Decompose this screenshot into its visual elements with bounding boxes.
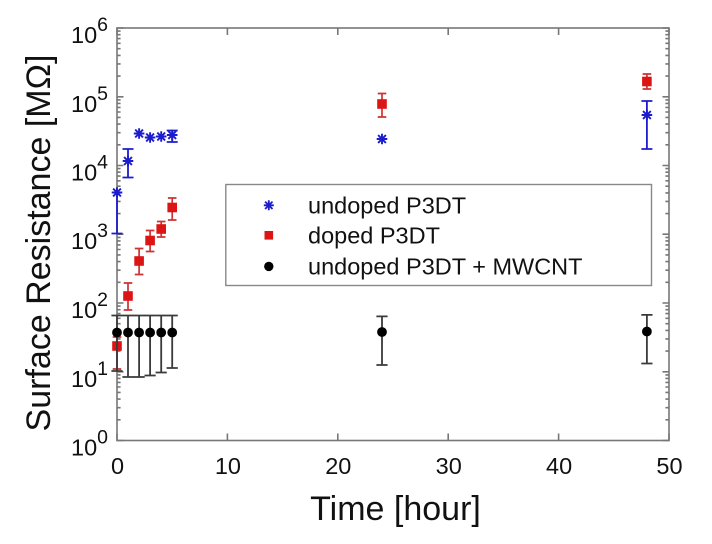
svg-text:50: 50 bbox=[656, 453, 682, 479]
svg-text:undoped P3DT: undoped P3DT bbox=[308, 193, 466, 219]
svg-text:doped P3DT: doped P3DT bbox=[308, 223, 440, 249]
svg-text:20: 20 bbox=[325, 453, 351, 479]
svg-text:30: 30 bbox=[436, 453, 462, 479]
svg-text:Surface Resistance [MΩ]: Surface Resistance [MΩ] bbox=[20, 55, 58, 432]
svg-text:40: 40 bbox=[546, 453, 572, 479]
svg-text:0: 0 bbox=[111, 453, 124, 479]
svg-text:undoped P3DT + MWCNT: undoped P3DT + MWCNT bbox=[308, 254, 583, 280]
svg-text:10: 10 bbox=[215, 453, 241, 479]
svg-text:Time [hour]: Time [hour] bbox=[310, 490, 481, 528]
